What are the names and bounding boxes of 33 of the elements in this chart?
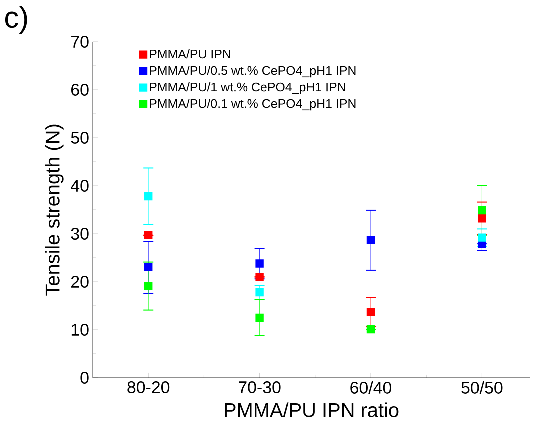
y-tick-label: 60 — [72, 84, 89, 96]
x-tick-label: 50/50 — [462, 382, 503, 394]
y-tick-label: 30 — [71, 228, 89, 240]
point — [144, 282, 153, 290]
point — [478, 234, 486, 242]
point — [478, 206, 486, 215]
y-tick-label: 40 — [71, 180, 89, 192]
text: c) — [5, 6, 28, 34]
x-axis-title: PMMA/PU IPN ratio — [225, 402, 399, 418]
y-tick-label: 0 — [80, 372, 89, 384]
legend-label: PMMA/PU/0.1 wt.% CePO4_pH1 IPN — [150, 99, 356, 111]
point — [366, 236, 376, 244]
point — [366, 308, 376, 316]
point — [144, 231, 153, 240]
point — [144, 192, 153, 201]
x-tick-label: 80-20 — [128, 382, 170, 394]
point — [256, 260, 264, 268]
y-axis-title: Tensile strength (N) — [45, 124, 64, 296]
legend-label: PMMA/PU/0.5 wt.% CePO4_pH1 IPN — [150, 66, 356, 78]
legend-label: PMMA/PU/1 wt.% CePO4_pH1 IPN — [150, 82, 346, 94]
x-tick-label: 70-30 — [239, 382, 281, 394]
y-tick-label: 50 — [71, 132, 89, 144]
y-tick-label: 20 — [72, 276, 89, 288]
point — [366, 325, 376, 334]
point — [256, 314, 264, 322]
point — [144, 263, 153, 272]
y-tick-label: 70 — [72, 36, 89, 48]
y-tick-label: 10 — [72, 324, 89, 336]
x-tick-label: 60/40 — [350, 382, 392, 394]
legend-label: PMMA/PU IPN — [150, 50, 230, 59]
point — [256, 273, 264, 282]
point — [256, 288, 264, 297]
point — [478, 214, 486, 223]
